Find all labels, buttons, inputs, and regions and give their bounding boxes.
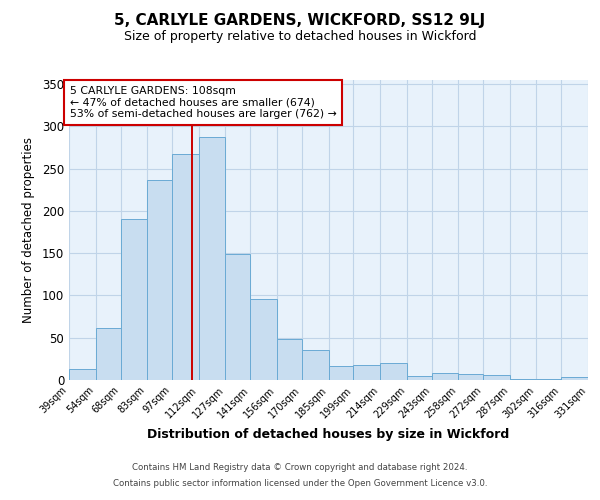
Bar — [380, 363, 407, 380]
Bar — [199, 138, 226, 380]
Bar — [302, 350, 329, 380]
Bar — [172, 154, 199, 380]
Bar — [431, 373, 458, 380]
Bar — [510, 379, 536, 380]
Bar — [69, 369, 95, 380]
Bar — [147, 180, 172, 380]
Bar — [458, 374, 483, 380]
X-axis label: Distribution of detached houses by size in Wickford: Distribution of detached houses by size … — [148, 428, 509, 441]
Y-axis label: Number of detached properties: Number of detached properties — [22, 137, 35, 323]
Bar — [329, 366, 353, 380]
Bar — [562, 378, 588, 380]
Bar — [277, 340, 302, 380]
Bar — [250, 299, 277, 380]
Text: Contains HM Land Registry data © Crown copyright and database right 2024.: Contains HM Land Registry data © Crown c… — [132, 464, 468, 472]
Bar — [95, 328, 121, 380]
Text: Size of property relative to detached houses in Wickford: Size of property relative to detached ho… — [124, 30, 476, 43]
Bar — [536, 379, 562, 380]
Bar — [407, 376, 431, 380]
Bar — [121, 218, 147, 380]
Bar — [483, 375, 510, 380]
Text: 5 CARLYLE GARDENS: 108sqm
← 47% of detached houses are smaller (674)
53% of semi: 5 CARLYLE GARDENS: 108sqm ← 47% of detac… — [70, 86, 337, 119]
Text: Contains public sector information licensed under the Open Government Licence v3: Contains public sector information licen… — [113, 478, 487, 488]
Bar — [226, 254, 250, 380]
Bar — [353, 365, 380, 380]
Text: 5, CARLYLE GARDENS, WICKFORD, SS12 9LJ: 5, CARLYLE GARDENS, WICKFORD, SS12 9LJ — [115, 12, 485, 28]
